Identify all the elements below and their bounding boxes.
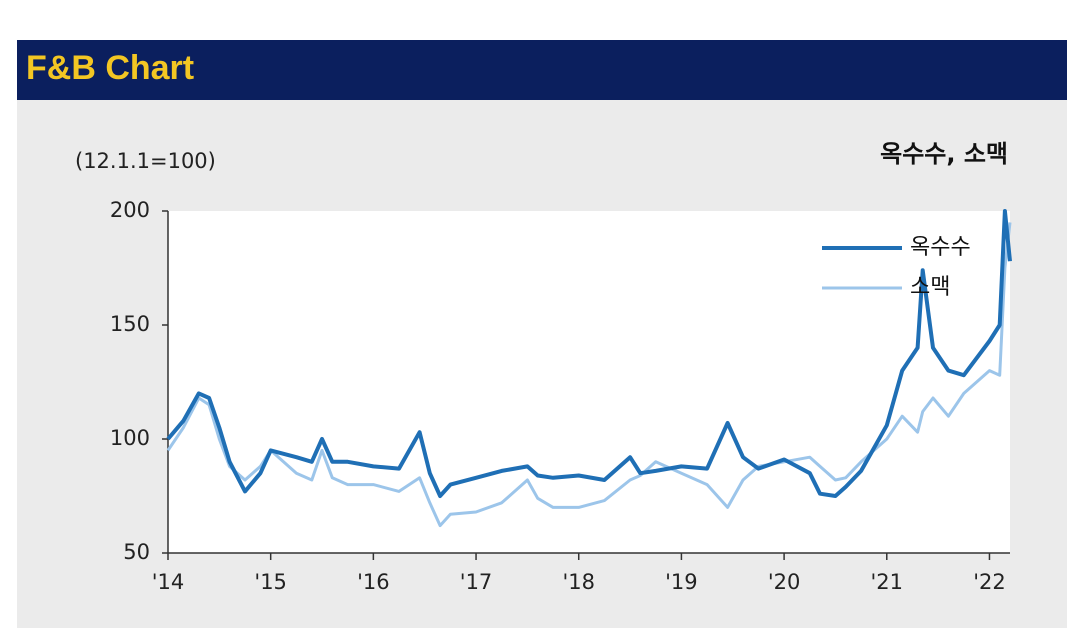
x-tick-label: '20 xyxy=(768,570,801,594)
series-line xyxy=(166,209,1012,498)
x-tick-label: '14 xyxy=(152,570,185,594)
header-bar xyxy=(17,40,1067,100)
series-line xyxy=(166,222,1012,528)
legend-label: 옥수수 xyxy=(910,235,971,260)
y-tick-label: 100 xyxy=(110,426,150,450)
y-tick-label: 150 xyxy=(110,312,150,336)
x-tick-label: '19 xyxy=(665,570,698,594)
x-tick-label: '15 xyxy=(254,570,287,594)
x-tick-label: '22 xyxy=(973,570,1006,594)
x-tick-label: '17 xyxy=(460,570,493,594)
subtitle: 옥수수, 소맥 xyxy=(880,140,1008,168)
chart-title: F&B Chart xyxy=(26,49,194,87)
legend-label: 소맥 xyxy=(910,275,950,300)
x-tick-label: '21 xyxy=(871,570,904,594)
plot-area xyxy=(168,211,1010,553)
y-tick-label: 50 xyxy=(123,540,150,564)
y-tick-label: 200 xyxy=(110,198,150,222)
y-axis-label: (12.1.1=100) xyxy=(75,149,216,173)
x-tick-label: '16 xyxy=(357,570,390,594)
x-tick-label: '18 xyxy=(562,570,595,594)
